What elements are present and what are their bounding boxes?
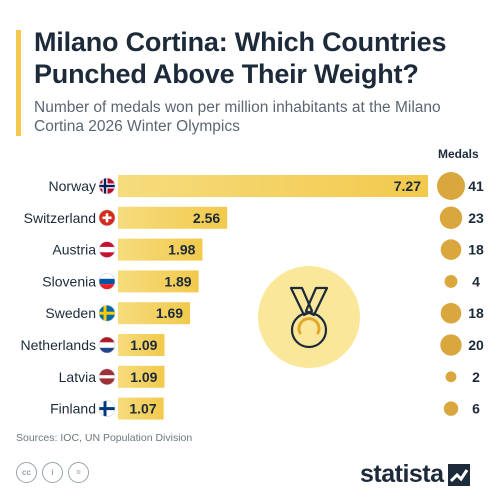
finland-flag [98, 400, 116, 417]
bar [118, 302, 191, 325]
medal-bubble [444, 274, 458, 288]
medal-count-label: 20 [468, 337, 484, 353]
bar-row: Switzerland 2.56 23 [24, 206, 484, 230]
bar-row: Austria 1.98 18 [52, 238, 484, 261]
by-icon[interactable]: i [42, 462, 63, 483]
bar-row: Sweden 1.69 18 [45, 302, 484, 325]
medal-bubble [439, 206, 463, 230]
medal-icon [258, 266, 360, 368]
bar-chart: Norway 7.27 41 Switzerland 2.56 23 Austria 1.98… [21, 172, 484, 420]
category-label: Norway [49, 178, 96, 194]
page-subtitle: Number of medals won per million inhabit… [34, 99, 441, 135]
bar-value-label: 1.69 [156, 305, 183, 321]
bar-value-label: 1.07 [129, 401, 156, 417]
bar [118, 238, 203, 261]
switzerland-flag [98, 209, 116, 227]
bar-row: Norway 7.27 41 [49, 172, 484, 200]
medal-bubble [445, 371, 457, 383]
category-label: Slovenia [42, 273, 96, 289]
bar-value-label: 1.09 [130, 369, 157, 385]
netherlands-flag [98, 336, 116, 354]
bar-row: Latvia 1.09 2 [59, 365, 480, 388]
bar [118, 397, 164, 420]
category-label: Latvia [59, 369, 97, 385]
medal-count-label: 23 [468, 210, 484, 226]
category-label: Austria [52, 242, 96, 258]
norway-flag [98, 177, 116, 195]
medal-count-label: 18 [468, 305, 484, 321]
slovenia-flag [98, 273, 116, 290]
medal-count-label: 18 [468, 242, 484, 258]
latvia-flag [98, 368, 116, 386]
logo-text: statista [360, 460, 444, 488]
license-icons: cc i = [16, 462, 89, 483]
bar-value-label: 1.09 [130, 337, 157, 353]
title-accent-bar [16, 30, 21, 136]
bar [118, 175, 428, 197]
bar-row: Netherlands 1.09 20 [21, 334, 484, 356]
nd-icon[interactable]: = [68, 462, 89, 483]
bar-value-label: 1.98 [168, 242, 195, 258]
medal-bubble [440, 334, 462, 356]
medal-count-label: 6 [472, 401, 480, 417]
medals-column-header: Medals [438, 147, 479, 161]
medal-count-label: 41 [468, 178, 484, 194]
statista-logo[interactable]: statista [360, 460, 470, 489]
category-label: Sweden [45, 305, 96, 321]
bar [118, 365, 165, 388]
cc-icon[interactable]: cc [16, 462, 37, 483]
bar [118, 334, 165, 356]
bar-value-label: 2.56 [193, 210, 220, 226]
category-label: Switzerland [24, 210, 96, 226]
bar [118, 206, 228, 229]
medal-bubble [443, 401, 459, 416]
page-title: Milano Cortina: Which Countries Punched … [34, 27, 447, 89]
category-label: Netherlands [21, 337, 97, 353]
logo-mark-icon [447, 463, 470, 486]
austria-flag [98, 241, 116, 258]
sweden-flag [98, 304, 116, 322]
bar [118, 270, 199, 293]
bar-value-label: 7.27 [394, 178, 421, 194]
medal-bubble [440, 239, 462, 260]
medal-count-label: 4 [472, 273, 480, 289]
source-note: Sources: IOC, UN Population Division [16, 432, 193, 444]
medal-count-label: 2 [472, 369, 480, 385]
category-label: Finland [50, 401, 96, 417]
bar-row: Finland 1.07 6 [50, 397, 480, 420]
bar-row: Slovenia 1.89 4 [42, 270, 480, 293]
medal-bubble [440, 302, 462, 324]
medal-bubble [437, 172, 465, 200]
bar-value-label: 1.89 [164, 273, 191, 289]
